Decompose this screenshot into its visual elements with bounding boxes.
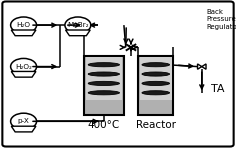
Polygon shape [198, 64, 202, 69]
Polygon shape [202, 64, 206, 69]
Ellipse shape [142, 91, 170, 95]
Bar [140, 57, 172, 100]
Text: MnBr₂: MnBr₂ [67, 22, 89, 28]
Ellipse shape [142, 63, 170, 67]
Ellipse shape [142, 72, 170, 76]
Bar [138, 56, 173, 115]
Polygon shape [11, 30, 36, 36]
Text: p-X: p-X [18, 118, 30, 124]
Text: H₂O: H₂O [17, 22, 31, 28]
Text: TA: TA [211, 84, 225, 94]
Text: Back
Pressure
Regulator: Back Pressure Regulator [206, 9, 236, 30]
Ellipse shape [88, 91, 119, 95]
Polygon shape [11, 71, 36, 77]
Circle shape [11, 58, 37, 75]
Ellipse shape [142, 81, 170, 86]
Ellipse shape [88, 63, 119, 67]
Polygon shape [66, 30, 90, 36]
Polygon shape [11, 126, 36, 132]
Circle shape [11, 17, 37, 33]
Circle shape [65, 17, 91, 33]
Text: 400°C: 400°C [88, 120, 120, 130]
Bar [84, 56, 124, 115]
Ellipse shape [88, 72, 119, 76]
Circle shape [11, 113, 37, 130]
Text: Reactor: Reactor [136, 120, 176, 130]
Ellipse shape [88, 81, 119, 86]
Bar [86, 57, 122, 100]
Text: H₂O₂: H₂O₂ [15, 63, 32, 70]
